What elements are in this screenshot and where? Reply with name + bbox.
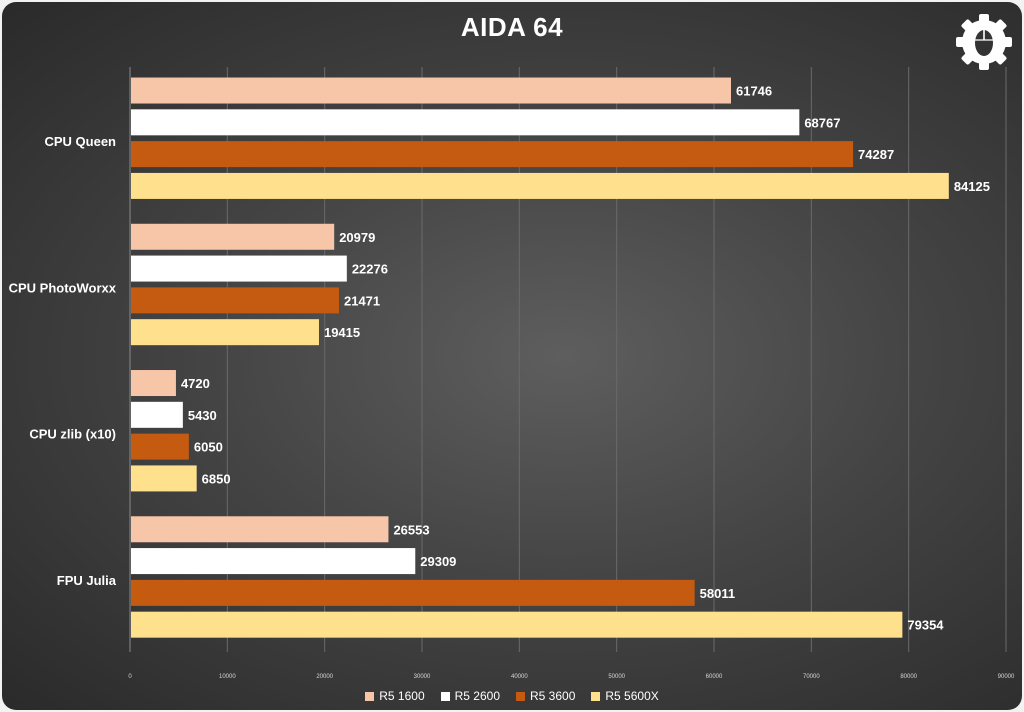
gear-mouse-icon <box>956 14 1012 70</box>
x-tick-labels: 0 10000 20000 30000 40000 50000 60000 70000 8000… <box>128 674 1015 680</box>
bar <box>131 401 183 428</box>
x-tick-label: 20000 <box>316 674 333 680</box>
category-label: CPU zlib (x10) <box>29 427 116 442</box>
data-labels: 61746 68767 74287 84125 20979 22276 21471 19415… <box>181 84 990 633</box>
legend-label: R5 1600 <box>379 689 425 703</box>
x-tick-label: 40000 <box>511 674 528 680</box>
bars <box>131 77 949 638</box>
bar <box>131 172 949 199</box>
legend-item: R5 5600X <box>591 689 659 703</box>
bar <box>131 319 319 346</box>
x-tick-label: 10000 <box>219 674 236 680</box>
x-tick-label: 80000 <box>900 674 917 680</box>
legend-swatch <box>440 691 450 701</box>
x-tick-label: 90000 <box>998 674 1015 680</box>
data-label: 74287 <box>858 147 894 162</box>
data-label: 84125 <box>954 179 990 194</box>
x-tick-label: 30000 <box>414 674 431 680</box>
data-label: 21471 <box>344 293 380 308</box>
x-tick-label: 0 <box>128 674 132 680</box>
bar <box>131 223 335 250</box>
bar <box>131 611 903 638</box>
category-label: CPU PhotoWorxx <box>9 280 117 295</box>
data-label: 68767 <box>804 115 840 130</box>
legend-label: R5 2600 <box>454 689 500 703</box>
data-label: 61746 <box>736 84 772 99</box>
data-label: 6050 <box>194 440 223 455</box>
bar <box>131 465 197 492</box>
bar <box>131 548 416 575</box>
category-label: CPU Queen <box>44 134 116 149</box>
legend-label: R5 5600X <box>605 689 659 703</box>
data-label: 6850 <box>202 471 231 486</box>
legend: R5 1600 R5 2600 R5 3600 R5 5600X <box>2 689 1022 703</box>
bar <box>131 287 339 314</box>
legend-item: R5 3600 <box>516 689 575 703</box>
legend-swatch <box>516 691 525 701</box>
x-tick-label: 50000 <box>608 674 625 680</box>
bar <box>131 370 176 397</box>
data-label: 58011 <box>700 586 735 601</box>
data-label: 5430 <box>188 408 217 423</box>
x-tick-label: 60000 <box>706 674 723 680</box>
data-label: 79354 <box>907 618 944 633</box>
bar <box>131 255 347 282</box>
bar <box>131 109 800 136</box>
data-label: 26553 <box>393 522 429 537</box>
bar <box>131 77 731 104</box>
legend-swatch <box>365 691 375 701</box>
data-label: 22276 <box>352 262 388 277</box>
data-label: 29309 <box>420 554 456 569</box>
data-label: 19415 <box>324 325 360 340</box>
data-label: 20979 <box>339 230 375 245</box>
bar <box>131 141 854 168</box>
chart-title: AIDA 64 <box>460 12 564 42</box>
bar <box>131 433 189 460</box>
legend-label: R5 3600 <box>530 689 576 703</box>
x-tick-label: 70000 <box>803 674 820 680</box>
legend-item: R5 1600 <box>365 689 425 703</box>
category-labels: CPU Queen CPU PhotoWorxx CPU zlib (x10) FPU… <box>9 134 117 588</box>
legend-item: R5 2600 <box>440 689 500 703</box>
category-label: FPU Julia <box>57 573 117 588</box>
bar <box>131 516 389 543</box>
bar <box>131 579 695 606</box>
legend-swatch <box>591 691 601 701</box>
data-label: 4720 <box>181 376 210 391</box>
